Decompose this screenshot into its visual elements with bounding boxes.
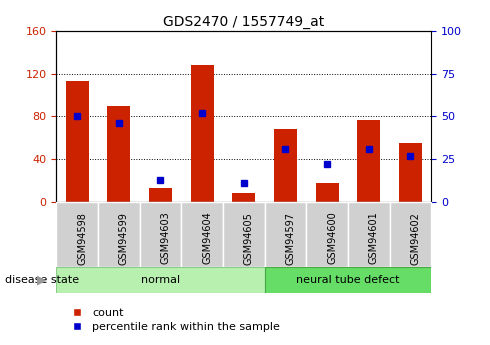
Text: normal: normal	[141, 275, 180, 285]
Text: GSM94602: GSM94602	[410, 212, 420, 265]
Bar	[140, 202, 181, 267]
Text: GSM94600: GSM94600	[327, 212, 337, 264]
Bar	[191, 65, 214, 202]
Bar	[348, 202, 390, 267]
Title: GDS2470 / 1557749_at: GDS2470 / 1557749_at	[163, 14, 324, 29]
Bar	[274, 129, 297, 202]
Text: neural tube defect: neural tube defect	[296, 275, 400, 285]
Bar	[149, 188, 172, 202]
Text: GSM94605: GSM94605	[244, 212, 254, 265]
Bar	[399, 143, 422, 202]
Bar	[66, 81, 89, 202]
Bar	[316, 183, 339, 202]
Bar	[357, 120, 380, 202]
Bar	[232, 193, 255, 202]
Bar	[265, 267, 431, 293]
Text: GSM94601: GSM94601	[368, 212, 379, 264]
Bar	[56, 267, 265, 293]
Legend: count, percentile rank within the sample: count, percentile rank within the sample	[62, 304, 284, 336]
Text: ▶: ▶	[37, 274, 47, 287]
Bar	[223, 202, 265, 267]
Bar	[306, 202, 348, 267]
Bar	[98, 202, 140, 267]
Text: GSM94603: GSM94603	[161, 212, 171, 264]
Text: GSM94597: GSM94597	[285, 212, 295, 265]
Text: disease state: disease state	[5, 275, 79, 285]
Bar	[390, 202, 431, 267]
Bar	[265, 202, 306, 267]
Bar	[56, 202, 98, 267]
Bar	[107, 106, 130, 202]
Bar	[181, 202, 223, 267]
Text: GSM94599: GSM94599	[119, 212, 129, 265]
Text: GSM94604: GSM94604	[202, 212, 212, 264]
Text: GSM94598: GSM94598	[77, 212, 87, 265]
